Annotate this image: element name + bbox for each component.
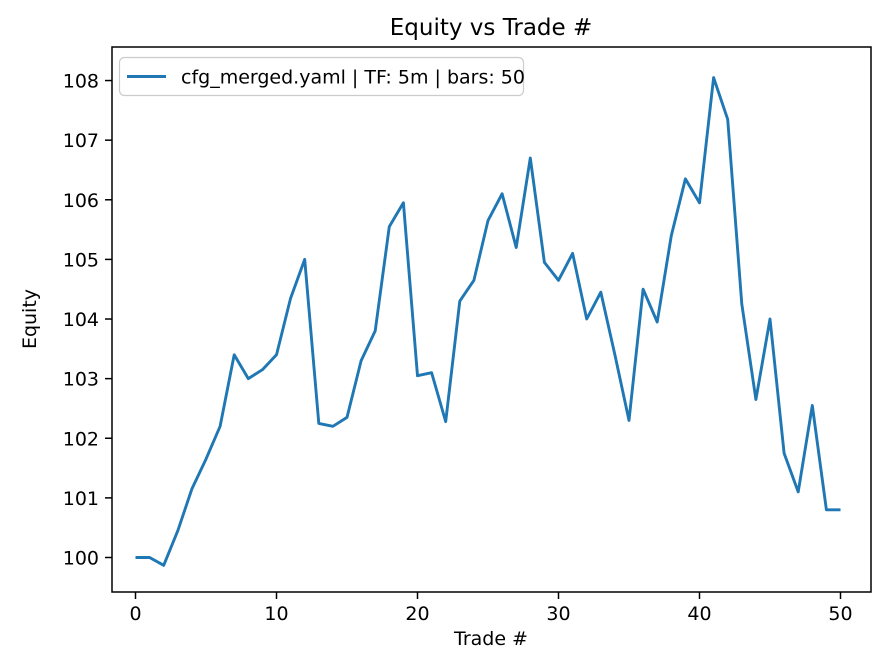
- y-tick-label: 101: [63, 488, 99, 510]
- y-tick-label: 108: [63, 71, 99, 93]
- y-tick-label: 103: [63, 369, 99, 391]
- y-tick-label: 104: [63, 309, 99, 331]
- y-tick-label: 102: [63, 428, 99, 450]
- axes-spines: [111, 46, 872, 593]
- x-tick-label: 40: [687, 603, 711, 625]
- legend: cfg_merged.yaml | TF: 5m | bars: 50: [118, 56, 525, 97]
- x-tick-label: 0: [129, 603, 141, 625]
- x-axis-ticks: 0 10 20 30 40 50: [129, 592, 853, 625]
- x-tick-label: 50: [828, 603, 852, 625]
- plot-area: [112, 47, 871, 592]
- x-tick-label: 30: [546, 603, 570, 625]
- y-tick-label: 107: [63, 130, 99, 152]
- x-tick-label: 10: [264, 603, 288, 625]
- y-tick-label: 106: [63, 190, 99, 212]
- equity-line-series: [135, 76, 841, 567]
- y-tick-label: 100: [63, 548, 99, 570]
- y-axis-ticks: 100 101 102 103 104 105 106 107 108: [63, 71, 112, 570]
- legend-frame: [118, 56, 525, 97]
- chart-title: Equity vs Trade #: [390, 15, 593, 41]
- y-axis-label: Equity: [19, 289, 41, 349]
- x-axis-label: Trade #: [453, 628, 528, 650]
- legend-label: cfg_merged.yaml | TF: 5m | bars: 50: [181, 67, 525, 89]
- x-tick-label: 20: [405, 603, 429, 625]
- y-tick-label: 105: [63, 249, 99, 271]
